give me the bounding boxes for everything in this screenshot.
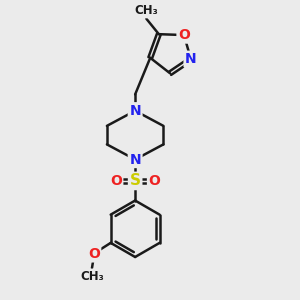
Text: N: N: [129, 152, 141, 167]
Text: N: N: [185, 52, 197, 66]
Text: O: O: [148, 174, 160, 188]
Text: S: S: [130, 173, 141, 188]
Text: N: N: [129, 104, 141, 118]
Text: CH₃: CH₃: [134, 4, 158, 17]
Text: CH₃: CH₃: [80, 270, 104, 283]
Text: O: O: [88, 247, 100, 261]
Text: O: O: [178, 28, 190, 42]
Text: O: O: [110, 174, 122, 188]
